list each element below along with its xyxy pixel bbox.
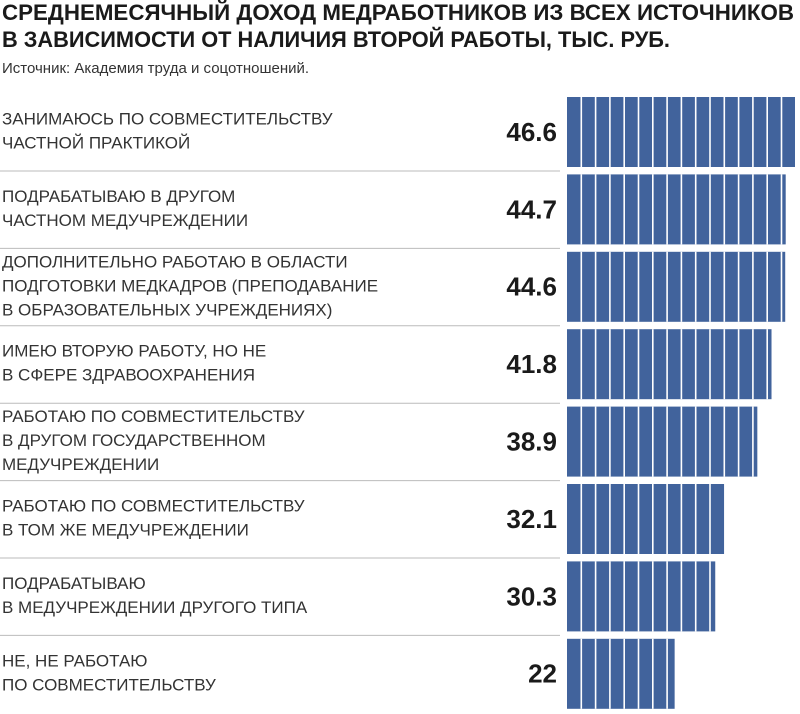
category-label: МЕДУЧРЕЖДЕНИИ xyxy=(2,455,159,474)
category-label: В МЕДУЧРЕЖДЕНИИ ДРУГОГО ТИПА xyxy=(2,598,308,617)
category-label: НЕ, НЕ РАБОТАЮ xyxy=(2,651,147,670)
bar xyxy=(567,484,725,554)
category-label: В ТОМ ЖЕ МЕДУЧРЕЖДЕНИИ xyxy=(2,520,249,539)
value-label: 41.8 xyxy=(506,349,557,379)
value-label: 22 xyxy=(528,659,557,689)
category-label: ЗАНИМАЮСЬ ПО СОВМЕСТИТЕЛЬСТВУ xyxy=(2,109,333,128)
category-label: ПОДГОТОВКИ МЕДКАДРОВ (ПРЕПОДАВАНИЕ xyxy=(2,276,378,295)
bar xyxy=(567,406,758,477)
value-label: 32.1 xyxy=(506,504,557,534)
category-label: ПОДРАБАТЫВАЮ В ДРУГОМ xyxy=(2,187,235,206)
bar xyxy=(567,329,772,400)
category-label: РАБОТАЮ ПО СОВМЕСТИТЕЛЬСТВУ xyxy=(2,407,305,426)
value-label: 44.6 xyxy=(506,272,557,302)
category-label: ПОДРАБАТЫВАЮ xyxy=(2,574,146,593)
category-label: ЧАСТНОЙ ПРАКТИКОЙ xyxy=(2,133,190,152)
value-label: 30.3 xyxy=(506,581,557,611)
chart-title: СРЕДНЕМЕСЯЧНЫЙ ДОХОД МЕДРАБОТНИКОВ ИЗ ВС… xyxy=(2,0,794,25)
bar xyxy=(567,638,675,709)
bar xyxy=(567,174,786,245)
value-label: 38.9 xyxy=(506,426,557,456)
value-label: 46.6 xyxy=(506,117,557,147)
bar xyxy=(567,251,786,322)
category-label: В СФЕРЕ ЗДРАВООХРАНЕНИЯ xyxy=(2,366,255,385)
category-label: ДОПОЛНИТЕЛЬНО РАБОТАЮ В ОБЛАСТИ xyxy=(2,252,348,271)
bar xyxy=(567,561,716,632)
chart-title: В ЗАВИСИМОСТИ ОТ НАЛИЧИЯ ВТОРОЙ РАБОТЫ, … xyxy=(2,27,670,52)
value-label: 44.7 xyxy=(506,194,557,224)
category-label: В ОБРАЗОВАТЕЛЬНЫХ УЧРЕЖДЕНИЯХ) xyxy=(2,300,332,319)
category-label: РАБОТАЮ ПО СОВМЕСТИТЕЛЬСТВУ xyxy=(2,496,305,515)
category-label: ЧАСТНОМ МЕДУЧРЕЖДЕНИИ xyxy=(2,211,248,230)
chart-subtitle: Источник: Академия труда и соцотношений. xyxy=(2,60,309,77)
category-label: В ДРУГОМ ГОСУДАРСТВЕННОМ xyxy=(2,431,266,450)
category-label: ПО СОВМЕСТИТЕЛЬСТВУ xyxy=(2,675,216,694)
category-label: ИМЕЮ ВТОРУЮ РАБОТУ, НО НЕ xyxy=(2,342,266,361)
